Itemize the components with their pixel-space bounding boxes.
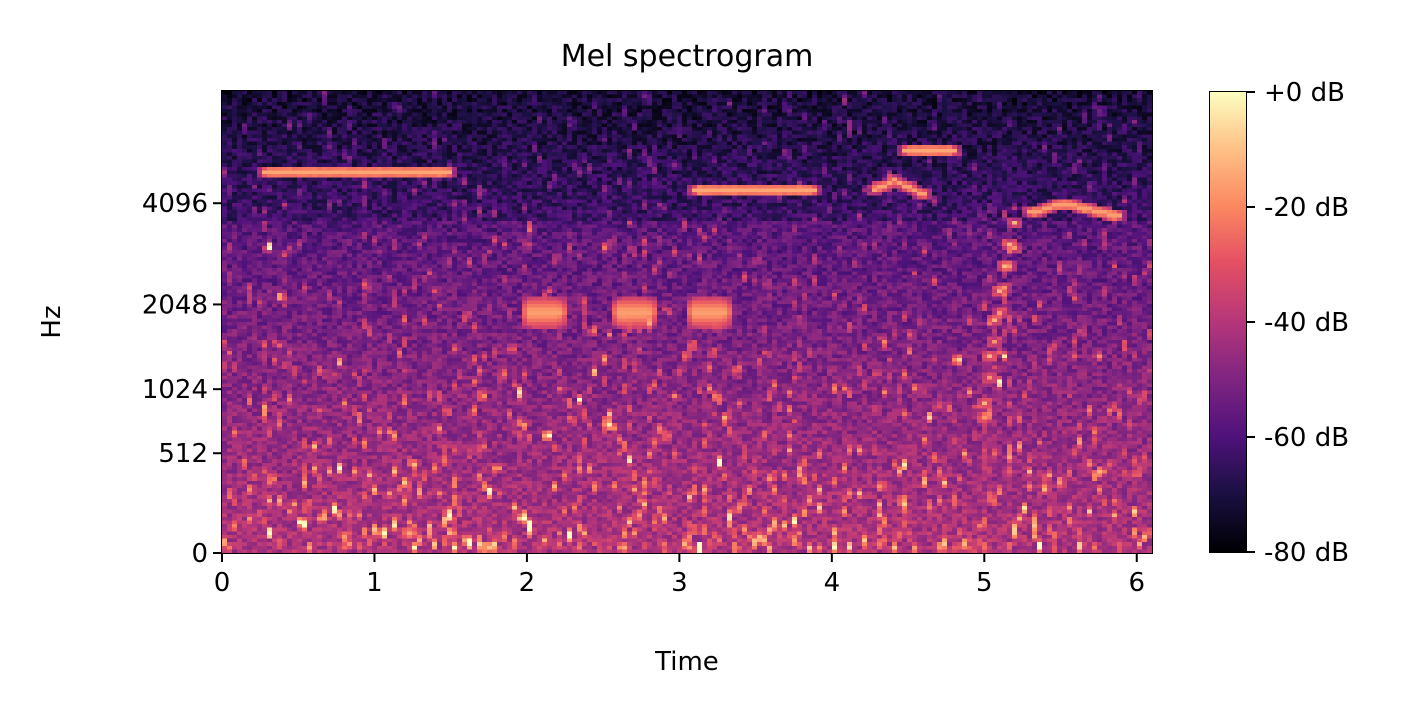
y-tick-label: 2048 (142, 290, 208, 320)
y-tick-label: 4096 (142, 189, 208, 219)
x-tick-label: 0 (214, 568, 231, 598)
y-axis-label: Hz (37, 305, 67, 338)
spectrogram-heatmap (222, 91, 1152, 553)
chart-title: Mel spectrogram (561, 39, 814, 74)
colorbar-tick-label: +0 dB (1264, 78, 1345, 108)
x-tick-label: 5 (976, 568, 993, 598)
y-tick-label: 512 (158, 439, 208, 469)
colorbar-gradient (1210, 92, 1246, 552)
y-axis: 0 512 1024 2048 4096 (142, 189, 222, 569)
colorbar-tick-label: -40 dB (1264, 308, 1349, 338)
colorbar-axis: +0 dB -20 dB -40 dB -60 dB -80 dB (1246, 78, 1349, 568)
colorbar-tick-label: -60 dB (1264, 423, 1349, 453)
colorbar-tick-label: -20 dB (1264, 193, 1349, 223)
x-tick-label: 3 (671, 568, 688, 598)
y-tick-label: 0 (191, 539, 208, 569)
x-tick-label: 2 (519, 568, 536, 598)
x-axis: 0 1 2 3 4 5 6 (214, 553, 1145, 598)
x-axis-label: Time (654, 647, 719, 677)
x-tick-label: 6 (1128, 568, 1145, 598)
x-tick-label: 4 (824, 568, 841, 598)
colorbar-tick-label: -80 dB (1264, 538, 1349, 568)
x-tick-label: 1 (366, 568, 383, 598)
y-tick-label: 1024 (142, 375, 208, 405)
